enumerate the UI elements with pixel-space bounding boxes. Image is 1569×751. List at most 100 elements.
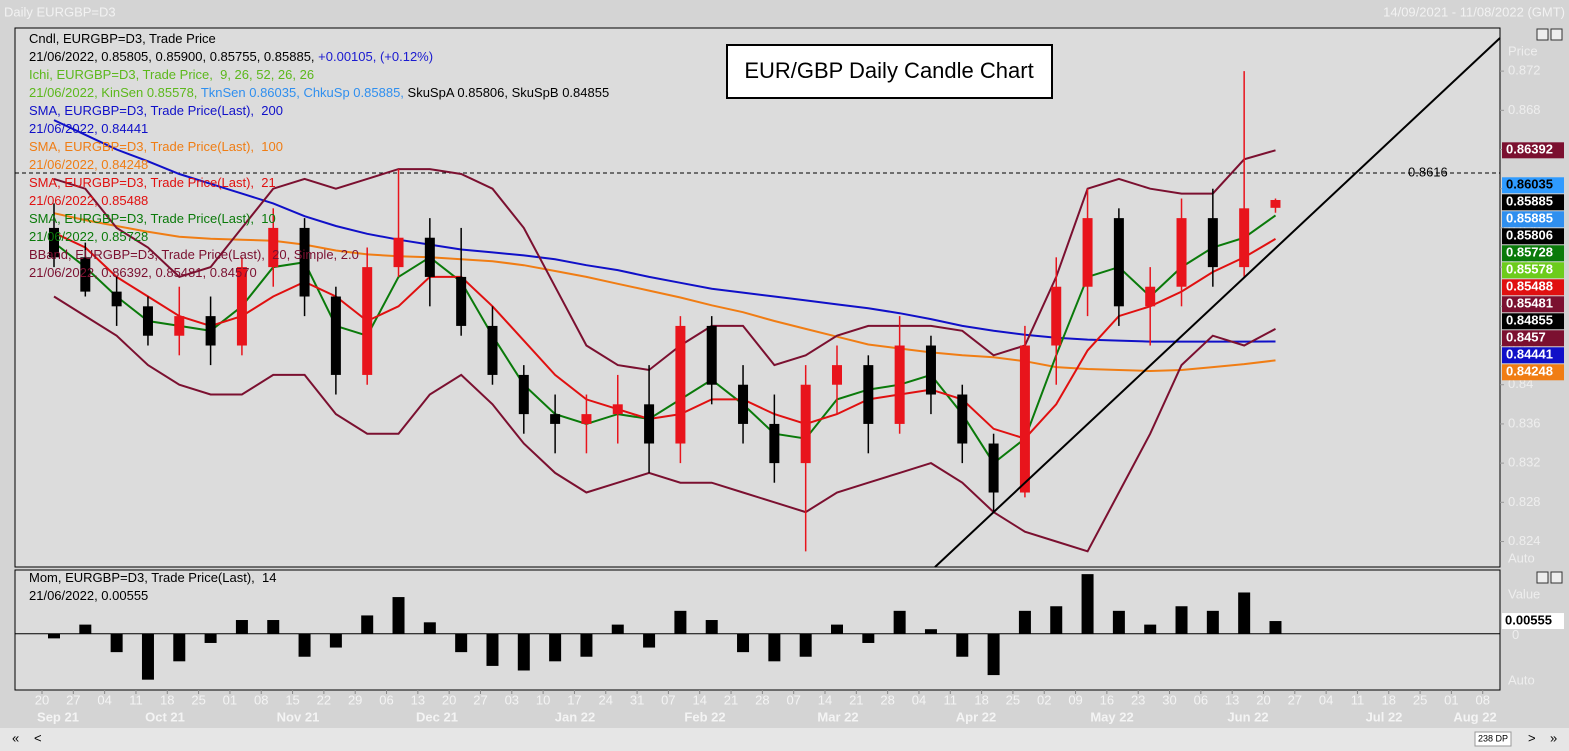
mom-bar bbox=[298, 633, 311, 657]
legend-text: Ichi, EURGBP=D3, Trade Price, 9, 26, 52,… bbox=[29, 67, 314, 82]
price-label-box bbox=[1502, 313, 1564, 330]
legend-line: SMA, EURGBP=D3, Trade Price(Last), 200 bbox=[29, 103, 283, 118]
scroll-back[interactable]: < bbox=[34, 730, 42, 745]
indicator-line bbox=[53, 231, 1277, 440]
legend-line: BBand, EURGBP=D3, Trade Price(Last), 20,… bbox=[29, 247, 359, 262]
x-tick-label: 18 bbox=[974, 692, 988, 707]
candle-body bbox=[894, 345, 905, 424]
candle-body bbox=[925, 345, 936, 395]
legend-text: 21/06/2022, 0.85728 bbox=[29, 229, 148, 244]
candle-body bbox=[581, 414, 592, 424]
x-tick-label: 20 bbox=[1256, 692, 1270, 707]
candle-body bbox=[393, 237, 404, 268]
price-label: 0.85806 bbox=[1506, 228, 1553, 243]
y-tick-label: 0.828 bbox=[1508, 494, 1541, 509]
mom-bar bbox=[204, 633, 217, 643]
candle-body bbox=[456, 276, 467, 326]
x-tick-label: 27 bbox=[473, 692, 487, 707]
price-label-box bbox=[1502, 262, 1564, 279]
x-tick-label: 21 bbox=[724, 692, 738, 707]
close-btn[interactable] bbox=[1550, 571, 1563, 584]
scroll-forward[interactable]: > bbox=[1528, 730, 1536, 745]
month-label: Dec 21 bbox=[416, 709, 458, 724]
dp-box bbox=[1474, 731, 1512, 747]
price-label-box bbox=[1502, 211, 1564, 228]
candle-body bbox=[832, 365, 842, 385]
month-label: Nov 21 bbox=[277, 709, 320, 724]
candle-body bbox=[174, 316, 185, 336]
mom-bar bbox=[1175, 606, 1188, 634]
price-label: 0.84855 bbox=[1506, 313, 1553, 328]
mom-bar bbox=[674, 610, 687, 634]
x-tick-label: 18 bbox=[160, 692, 174, 707]
x-tick-label: 16 bbox=[1100, 692, 1114, 707]
mom-bar bbox=[392, 597, 405, 634]
mom-bar bbox=[1238, 592, 1251, 634]
close-btn[interactable] bbox=[1550, 28, 1563, 41]
x-tick-label: 13 bbox=[411, 692, 425, 707]
mom-bar bbox=[517, 633, 530, 671]
mom-bar bbox=[862, 633, 875, 643]
legend-line: Cndl, EURGBP=D3, Trade Price bbox=[29, 31, 216, 46]
mom-bar bbox=[329, 633, 342, 648]
x-tick-label: 21 bbox=[849, 692, 863, 707]
candle-body bbox=[738, 384, 749, 424]
x-tick-label: 27 bbox=[1288, 692, 1302, 707]
header-left: Daily EURGBP=D3 bbox=[4, 4, 116, 19]
restore-btn[interactable] bbox=[1536, 571, 1549, 584]
header-right: 14/09/2021 - 11/08/2022 (GMT) bbox=[1383, 4, 1565, 19]
window-buttons[interactable] bbox=[1536, 28, 1563, 584]
x-tick-label: 04 bbox=[1319, 692, 1333, 707]
scroll-right[interactable]: » bbox=[1550, 730, 1557, 745]
x-tick-label: 11 bbox=[1351, 692, 1365, 707]
legend-text: 21/06/2022, 0.86392, 0.85481, 0.84570 bbox=[29, 265, 257, 280]
legend-text: SMA, EURGBP=D3, Trade Price(Last), 200 bbox=[29, 103, 283, 118]
y-tick-label: 0.872 bbox=[1508, 63, 1541, 78]
y-axis-label: Value bbox=[1508, 586, 1540, 601]
mom-bar bbox=[737, 633, 750, 653]
mom-bar bbox=[1112, 610, 1125, 634]
dp-label: 238 DP bbox=[1478, 733, 1508, 743]
y-tick-label: 0.836 bbox=[1508, 415, 1541, 430]
legend-text: SMA, EURGBP=D3, Trade Price(Last), 10 bbox=[29, 211, 276, 226]
legend-text: SkuSpA 0.85806, SkuSpB 0.84855 bbox=[408, 85, 610, 100]
price-label: 0.85885 bbox=[1506, 194, 1553, 209]
legend-text: Mom, EURGBP=D3, Trade Price(Last), 14 bbox=[29, 570, 276, 585]
price-label: 0.8457 bbox=[1506, 330, 1546, 345]
legend-line: SMA, EURGBP=D3, Trade Price(Last), 100 bbox=[29, 139, 283, 154]
month-label: Jun 22 bbox=[1227, 709, 1268, 724]
price-label-box bbox=[1502, 245, 1564, 262]
scroll-left[interactable]: « bbox=[12, 730, 19, 745]
price-label-box bbox=[1502, 347, 1564, 364]
price-label-box bbox=[1502, 279, 1564, 296]
legend-line: SMA, EURGBP=D3, Trade Price(Last), 10 bbox=[29, 211, 276, 226]
x-tick-label: 10 bbox=[536, 692, 550, 707]
x-tick-label: 29 bbox=[348, 692, 362, 707]
x-tick-label: 01 bbox=[223, 692, 237, 707]
title-box bbox=[726, 44, 1053, 99]
legend-text: TknSen 0.86035, ChkuSp 0.85885, bbox=[201, 85, 408, 100]
mom-bar bbox=[48, 633, 60, 639]
mom-bar bbox=[423, 622, 436, 634]
restore-btn[interactable] bbox=[1536, 28, 1549, 41]
main-plot bbox=[14, 27, 1501, 568]
price-label-box bbox=[1502, 177, 1564, 194]
scrollbar[interactable] bbox=[0, 728, 1569, 751]
candle-body bbox=[957, 394, 968, 444]
candle-body bbox=[706, 325, 717, 385]
x-tick-label: 28 bbox=[880, 692, 894, 707]
month-label: Aug 22 bbox=[1453, 709, 1496, 724]
candle-body bbox=[644, 404, 655, 444]
candle-body bbox=[1239, 208, 1250, 268]
mom-plot bbox=[14, 569, 1501, 691]
candle-body bbox=[1113, 218, 1124, 307]
candle-body bbox=[80, 257, 91, 292]
mom-bar bbox=[110, 633, 123, 653]
price-label: 0.85578 bbox=[1506, 262, 1553, 277]
price-label-box bbox=[1502, 330, 1564, 347]
legend-text: 21/06/2022, 0.00555 bbox=[29, 588, 148, 603]
candle-body bbox=[1019, 345, 1030, 493]
legend-line: Mom, EURGBP=D3, Trade Price(Last), 14 bbox=[29, 570, 276, 585]
x-tick-label: 03 bbox=[505, 692, 519, 707]
